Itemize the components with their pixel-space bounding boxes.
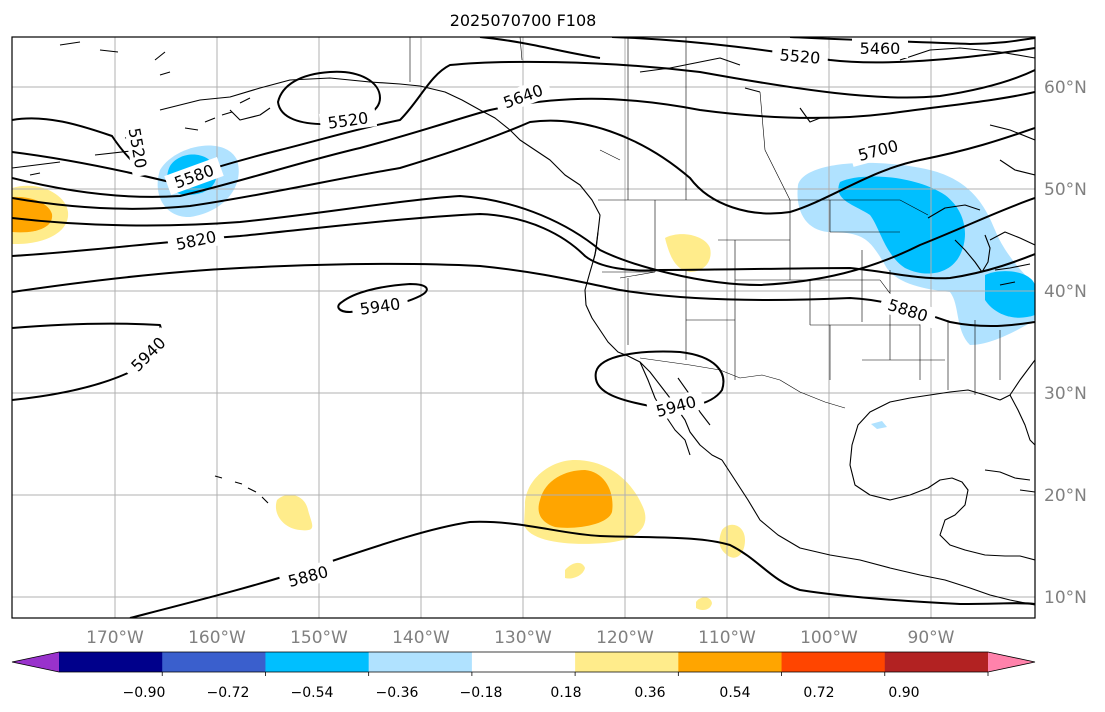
colorbar-tick-label: −0.90: [123, 685, 166, 701]
florida: [1009, 394, 1035, 446]
longitude-labels: 170°W 160°W 150°W 140°W 130°W 120°W 110°…: [86, 628, 955, 648]
colorbar-tick-label: −0.36: [376, 685, 419, 701]
northwest-coast: [419, 85, 601, 263]
gulf-coast: [849, 359, 1035, 561]
lon-label: 170°W: [86, 628, 144, 648]
contour-5700: [12, 119, 1035, 215]
state-borders: [602, 200, 1001, 395]
lat-label: 10°N: [1044, 588, 1087, 608]
positive-anomaly-pacific-core: [538, 470, 613, 528]
contour-5820-north-canada: [479, 37, 601, 59]
lat-label: 40°N: [1044, 282, 1087, 302]
mexico-west-coast: [721, 459, 1035, 606]
lon-label: 130°W: [494, 628, 552, 648]
lon-label: 110°W: [698, 628, 756, 648]
anomaly-shading: [12, 145, 1035, 611]
contour-5520-low: [277, 70, 381, 126]
colorbar-tick-label: −0.18: [460, 685, 503, 701]
colorbar: −0.90 −0.72 −0.54 −0.36 −0.18 0.18 0.36 …: [11, 651, 1036, 701]
caribbean-islands: [984, 469, 1035, 493]
lon-label: 140°W: [392, 628, 450, 648]
aleutian-islands: [29, 97, 251, 176]
contour-5640: [12, 91, 1035, 198]
lat-label: 20°N: [1044, 486, 1087, 506]
colorbar-segment: [368, 652, 473, 672]
contour-5520-north: [611, 37, 1035, 64]
colorbar-ticks: −0.90 −0.72 −0.54 −0.36 −0.18 0.18 0.36 …: [123, 685, 920, 701]
colorbar-segment: [471, 652, 576, 672]
colorbar-tick-label: 0.18: [550, 685, 581, 701]
positive-anomaly-hawaii: [275, 494, 313, 531]
colorbar-segment: [265, 652, 370, 672]
us-mexico-border: [639, 357, 846, 409]
negative-anomaly-great-lakes-core: [838, 176, 965, 274]
contour-5820: [12, 213, 1035, 280]
contour-5940-small: [337, 283, 428, 313]
contour-5940-baja: [594, 350, 725, 410]
lon-label: 90°W: [908, 628, 955, 648]
positive-anomaly-small-far-south: [696, 597, 712, 611]
gridlines: [12, 37, 1035, 618]
map-frame: [11, 36, 1036, 619]
lon-label: 120°W: [596, 628, 654, 648]
contour-5460: [789, 37, 1035, 45]
contour-5760: [12, 195, 1035, 286]
colorbar-tick-label: 0.54: [719, 685, 750, 701]
colorbar-segment: [678, 652, 783, 672]
colorbar-segment: [59, 652, 163, 672]
colorbar-tick-label: 0.90: [888, 685, 919, 701]
us-west-coast: [584, 231, 723, 461]
alaska-coast: [12, 41, 421, 169]
contour-5520-west: [12, 117, 141, 169]
contour-label-5460: 5460: [860, 39, 901, 58]
colorbar-segment: [162, 652, 266, 672]
lon-label: 100°W: [800, 628, 858, 648]
contour-label-5520-north: 5520: [779, 45, 821, 67]
colorbar-extend-max: [988, 652, 1035, 672]
lat-label: 50°N: [1044, 180, 1087, 200]
colorbar-segment: [781, 652, 886, 672]
colorbar-segment: [884, 652, 989, 672]
positive-anomaly-small-south: [565, 562, 585, 579]
colorbar-tick-label: 0.72: [803, 685, 834, 701]
map-title: 2025070700 F108: [450, 11, 597, 30]
canada-north: [639, 47, 1035, 176]
canada-provinces: [519, 37, 791, 201]
hawaii-islands: [214, 475, 269, 504]
negative-anomaly-ohio-core: [985, 271, 1035, 318]
political-borders: [409, 37, 1001, 409]
colorbar-extend-min: [12, 652, 59, 672]
map-area: 5460 5520 5520 5520 5580 5640 5700 5820 …: [12, 37, 1035, 618]
negative-anomaly-gulf: [871, 421, 887, 429]
lat-label: 30°N: [1044, 384, 1087, 404]
positive-anomaly-idaho: [665, 234, 711, 272]
lon-label: 150°W: [290, 628, 348, 648]
lon-label: 160°W: [188, 628, 246, 648]
colorbar-segments: [11, 651, 1036, 676]
colorbar-tick-label: 0.36: [634, 685, 665, 701]
latitude-labels: 60°N 50°N 40°N 30°N 20°N 10°N: [1044, 78, 1087, 608]
lat-label: 60°N: [1044, 78, 1087, 98]
colorbar-outline: [11, 651, 1036, 673]
colorbar-tick-label: −0.54: [291, 685, 334, 701]
positive-anomaly-west-edge-core: [12, 196, 53, 233]
colorbar-tick-label: −0.72: [207, 685, 250, 701]
colorbar-segment: [575, 652, 679, 672]
